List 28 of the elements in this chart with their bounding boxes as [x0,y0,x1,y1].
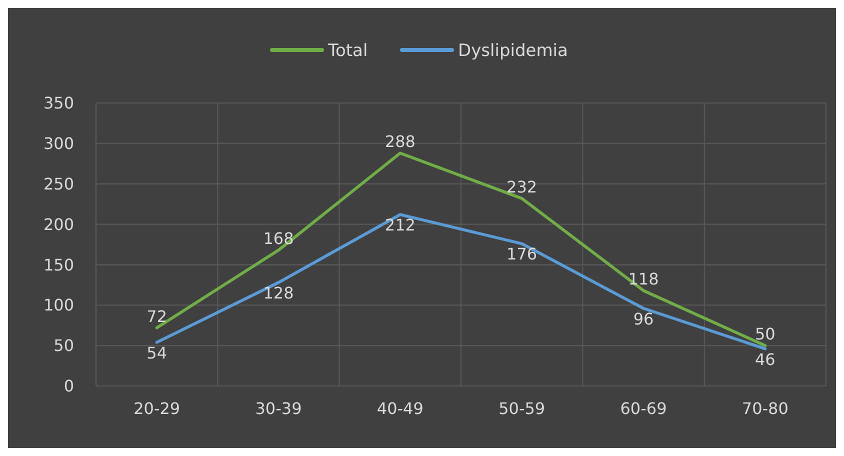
data-label: 176 [506,244,538,264]
data-label: 118 [628,270,659,289]
x-tick-label: 20-29 [134,399,180,418]
legend-label: Dyslipidemia [458,40,568,61]
legend-label: Total [327,40,368,61]
data-label: 288 [384,132,416,152]
data-label: 168 [263,229,294,248]
data-label: 232 [506,177,538,196]
x-tick-label: 70-80 [742,399,788,418]
y-tick-label: 100 [43,296,74,315]
y-tick-label: 150 [43,255,74,274]
data-label: 46 [754,350,776,369]
data-label: 50 [754,324,776,344]
y-tick-label: 350 [43,94,74,113]
data-label: 54 [146,343,168,362]
y-tick-label: 300 [43,134,74,154]
data-label: 212 [384,216,416,235]
y-tick-label: 50 [54,336,74,356]
data-label: 96 [633,309,654,328]
x-tick-label: 40-49 [376,399,424,418]
x-tick-label: 60-69 [620,399,667,418]
x-tick-label: 50-59 [498,399,546,418]
y-tick-label: 250 [43,174,74,194]
data-label: 128 [263,284,294,303]
y-tick-label: 200 [43,214,74,234]
data-label: 72 [146,306,168,326]
y-tick-label: 0 [64,376,74,396]
x-tick-label: 30-39 [255,399,302,418]
